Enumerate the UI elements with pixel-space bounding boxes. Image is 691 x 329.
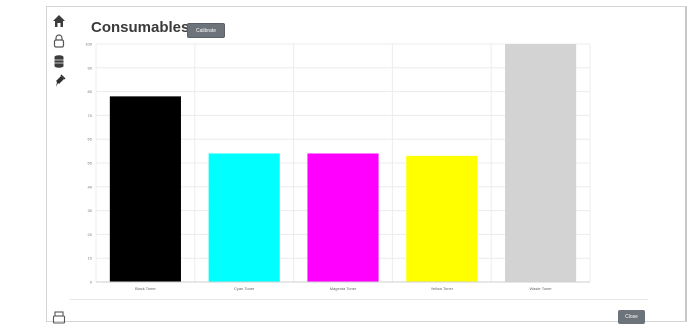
bar (307, 153, 379, 282)
bar (505, 44, 577, 282)
y-tick-label: 20 (88, 232, 93, 237)
page-title: Consumables (91, 19, 190, 36)
bar (208, 153, 280, 282)
x-tick-label: Magenta Toner (330, 286, 357, 291)
home-icon[interactable] (52, 14, 68, 30)
y-tick-label: 10 (88, 256, 93, 261)
x-tick-label: Black Toner (135, 286, 156, 291)
y-tick-label: 90 (88, 65, 93, 70)
y-tick-label: 0 (90, 280, 93, 285)
plug-icon[interactable] (52, 74, 68, 90)
y-tick-label: 80 (88, 89, 93, 94)
footer-divider (70, 299, 648, 300)
y-tick-label: 60 (88, 137, 93, 142)
consumables-bar-chart: 0 10 20 30 40 50 60 70 80 90 100 Black Toner Cyan To… (85, 42, 591, 291)
calibrate-button[interactable]: Calibrate (187, 23, 225, 38)
database-icon[interactable] (52, 54, 68, 70)
y-tick-label: 70 (88, 113, 93, 118)
x-tick-label: Waste Toner (529, 286, 552, 291)
bar (109, 96, 181, 282)
y-tick-label: 100 (85, 42, 92, 47)
bar (406, 155, 478, 282)
x-tick-label: Yellow Toner (431, 286, 454, 291)
sidebar (48, 10, 74, 324)
lock-icon[interactable] (52, 34, 68, 50)
y-tick-label: 50 (88, 161, 93, 166)
y-tick-label: 40 (88, 184, 93, 189)
x-tick-label: Cyan Toner (234, 286, 255, 291)
printer-icon[interactable] (52, 310, 68, 326)
consumables-chart: 0 10 20 30 40 50 60 70 80 90 100 Black Toner Cyan To… (76, 38, 596, 300)
y-tick-label: 30 (88, 208, 93, 213)
close-button[interactable]: Close (618, 310, 645, 324)
